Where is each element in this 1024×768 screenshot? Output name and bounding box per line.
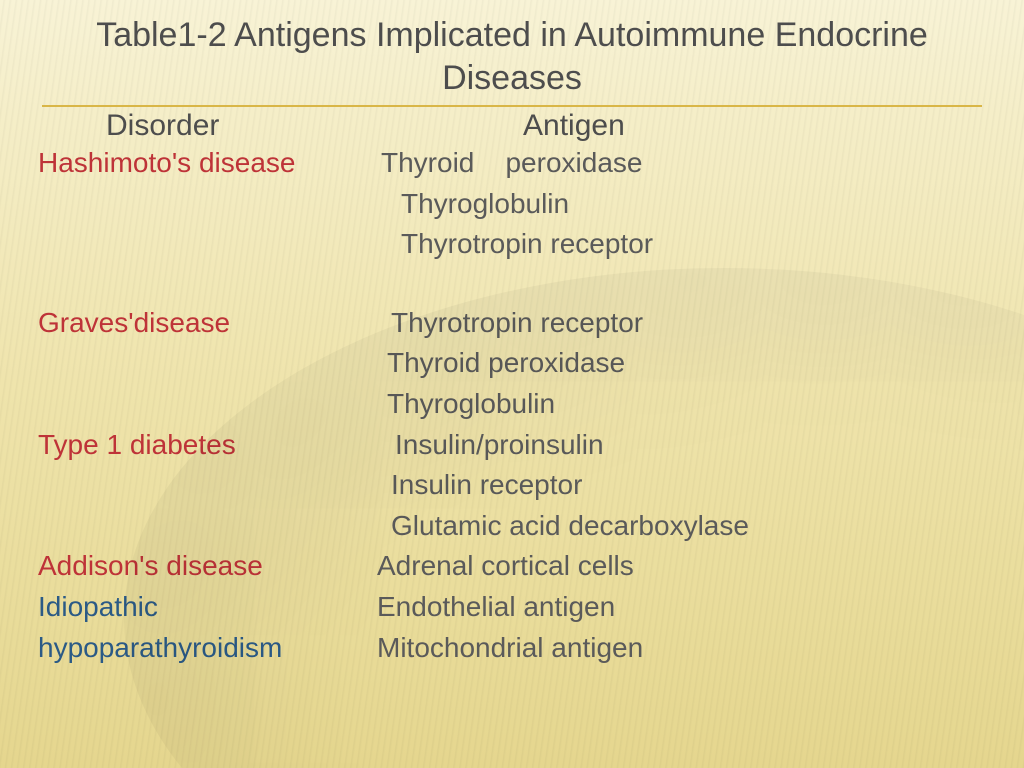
table-header-row: Disorder Antigen: [32, 109, 992, 143]
antigen-line: Mitochondrial antigen: [377, 628, 992, 669]
antigen-line: Insulin/proinsulin: [377, 425, 992, 466]
disorder-cell: Hashimoto's disease: [32, 143, 377, 184]
antigen-table: Disorder Antigen Hashimoto's diseaseThyr…: [32, 109, 992, 668]
table-row: Addison's diseaseAdrenal cortical cells: [32, 546, 992, 587]
antigen-line: Thyrotropin receptor: [377, 224, 992, 265]
slide-title: Table1-2 Antigens Implicated in Autoimmu…: [32, 14, 992, 105]
title-rule: [42, 105, 982, 107]
header-disorder: Disorder: [32, 109, 377, 143]
antigen-cell: Thyrotropin receptorThyroid peroxidaseTh…: [377, 303, 992, 425]
disorder-cell: Type 1 diabetes: [32, 425, 377, 466]
disorder-cell: Graves'disease: [32, 303, 377, 344]
antigen-line: Adrenal cortical cells: [377, 546, 992, 587]
table-row: Hashimoto's diseaseThyroid peroxidaseThy…: [32, 143, 992, 265]
antigen-line: Thyrotropin receptor: [377, 303, 992, 344]
antigen-cell: Endothelial antigenMitochondrial antigen: [377, 587, 992, 668]
antigen-cell: Insulin/proinsulinInsulin receptorGlutam…: [377, 425, 992, 547]
antigen-line: Thyroid peroxidase: [377, 143, 992, 184]
antigen-line: Glutamic acid decarboxylase: [377, 506, 992, 547]
row-gap: [32, 265, 992, 303]
disorder-cell: Addison's disease: [32, 546, 377, 587]
antigen-line: Insulin receptor: [377, 465, 992, 506]
antigen-line: Thyroglobulin: [377, 184, 992, 225]
table-row: Idiopathic hypoparathyroidismEndothelial…: [32, 587, 992, 668]
antigen-line: Thyroglobulin: [377, 384, 992, 425]
antigen-line: Endothelial antigen: [377, 587, 992, 628]
disorder-cell: Idiopathic hypoparathyroidism: [32, 587, 377, 668]
header-antigen: Antigen: [377, 109, 992, 143]
antigen-line: Thyroid peroxidase: [377, 343, 992, 384]
antigen-cell: Adrenal cortical cells: [377, 546, 992, 587]
table-body: Hashimoto's diseaseThyroid peroxidaseThy…: [32, 143, 992, 668]
table-row: Graves'diseaseThyrotropin receptorThyroi…: [32, 303, 992, 425]
table-row: Type 1 diabetesInsulin/proinsulinInsulin…: [32, 425, 992, 547]
slide: Table1-2 Antigens Implicated in Autoimmu…: [0, 0, 1024, 768]
antigen-cell: Thyroid peroxidaseThyroglobulinThyrotrop…: [377, 143, 992, 265]
